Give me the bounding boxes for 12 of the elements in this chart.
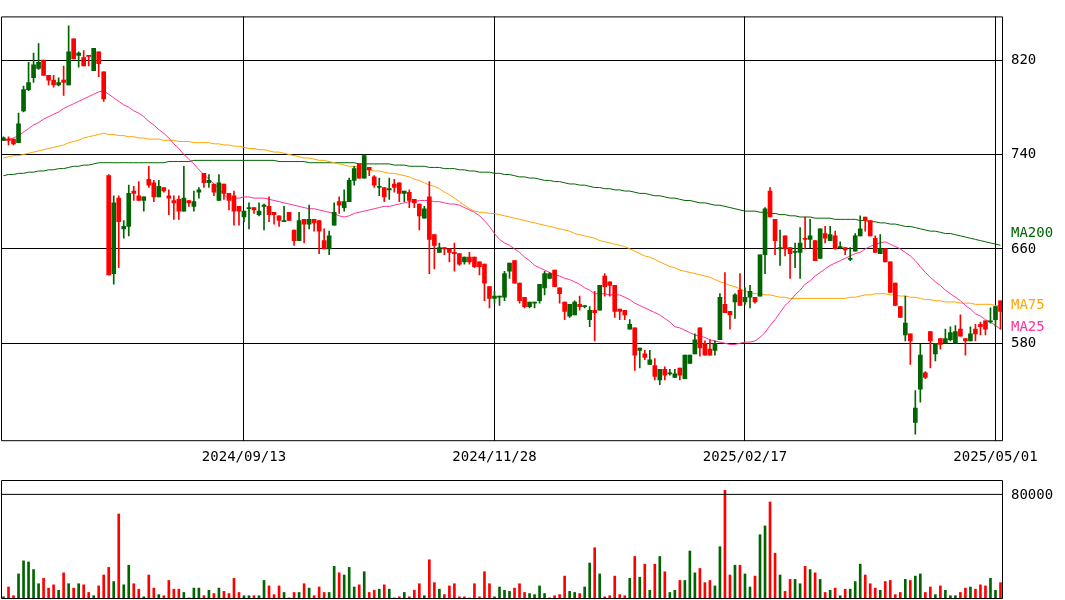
x-tick-label: 2025/05/01 [953,448,1038,465]
text: 80000 [1011,485,1054,502]
x-tick-label: 2024/09/13 [201,448,287,465]
x-tick-label: 2025/02/17 [702,448,788,465]
x-tick-label: 2024/11/28 [452,448,537,465]
series-label: MA25 [1011,317,1045,334]
y-tick-label: 580 [1011,333,1037,350]
series-label: MA75 [1011,296,1045,313]
y-tick-label: 740 [1011,145,1037,162]
y-tick-label: 660 [1011,239,1037,256]
y-tick-label: 820 [1011,50,1037,67]
series-label: MA200 [1011,223,1054,240]
